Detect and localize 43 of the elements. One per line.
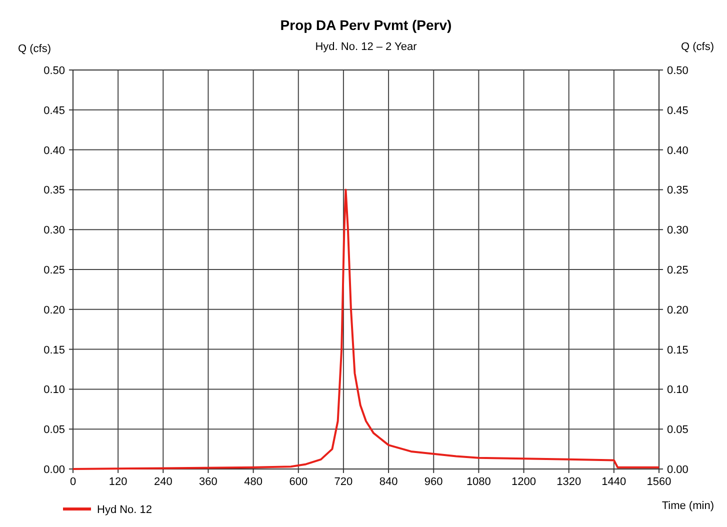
y2-tick-label: 0.15 bbox=[667, 344, 688, 356]
y-tick-label: 0.05 bbox=[44, 424, 65, 436]
y2-tick-label: 0.50 bbox=[667, 65, 688, 77]
x-axis-title: Time (min) bbox=[662, 500, 714, 512]
y2-tick-label: 0.20 bbox=[667, 304, 688, 316]
legend-label: Hyd No. 12 bbox=[97, 504, 152, 516]
y-tick-label: 0.15 bbox=[44, 344, 65, 356]
y-tick-label: 0.40 bbox=[44, 144, 65, 157]
y2-tick-label: 0.30 bbox=[667, 224, 688, 237]
x-tick-label: 720 bbox=[334, 476, 353, 488]
x-tick-label: 0 bbox=[70, 476, 76, 488]
y2-tick-label: 0.45 bbox=[667, 104, 688, 117]
chart-title: Prop DA Perv Pvmt (Perv) bbox=[280, 17, 452, 33]
x-tick-label: 960 bbox=[424, 476, 443, 488]
x-tick-label: 600 bbox=[289, 476, 308, 488]
y2-tick-label: 0.35 bbox=[667, 184, 688, 197]
x-tick-label: 1440 bbox=[602, 476, 626, 488]
y-axis-title: Q (cfs) bbox=[18, 43, 51, 55]
x-tick-label: 360 bbox=[199, 476, 218, 488]
x-tick-label: 1200 bbox=[512, 476, 536, 488]
y-tick-label: 0.30 bbox=[44, 224, 65, 237]
y-tick-label: 0.10 bbox=[44, 384, 65, 396]
y2-tick-label: 0.40 bbox=[667, 144, 688, 157]
line-series bbox=[72, 188, 660, 470]
x-tick-label: 240 bbox=[154, 476, 172, 488]
y2-tick-label: 0.00 bbox=[667, 464, 688, 476]
x-tick-label: 1560 bbox=[646, 476, 672, 488]
x-tick-label: 840 bbox=[379, 476, 398, 488]
y-tick-label: 0.20 bbox=[44, 304, 65, 316]
y-tick-label: 0.50 bbox=[44, 65, 65, 77]
y-tick-label: 0.00 bbox=[44, 464, 65, 476]
y-tick-label: 0.35 bbox=[44, 184, 65, 197]
y2-tick-label: 0.10 bbox=[667, 384, 688, 396]
y2-tick-label: 0.05 bbox=[667, 424, 688, 436]
y-tick-label: 0.25 bbox=[44, 264, 65, 276]
x-tick-label: 1080 bbox=[466, 476, 491, 488]
y-tick-label: 0.45 bbox=[44, 104, 65, 117]
y2-tick-label: 0.25 bbox=[667, 264, 688, 276]
x-tick-label: 120 bbox=[108, 476, 128, 488]
chart-subtitle: Hyd. No. 12 – 2 Year bbox=[315, 41, 418, 53]
y2-axis-title: Q (cfs) bbox=[681, 41, 714, 53]
x-tick-label: 1320 bbox=[556, 476, 582, 488]
x-tick-label: 480 bbox=[244, 476, 262, 488]
